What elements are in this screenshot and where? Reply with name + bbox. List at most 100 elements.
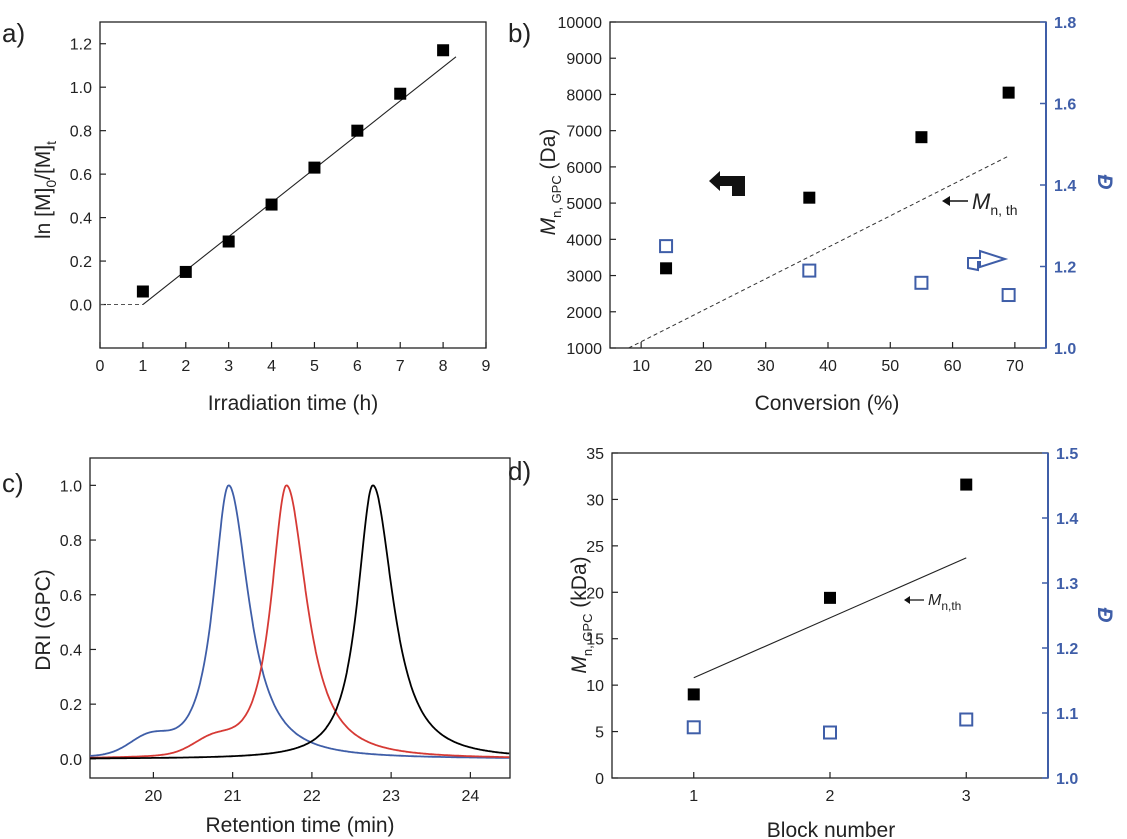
panel-b-annotation-mn-th: Mn, th bbox=[972, 189, 1018, 218]
panel-label-c: c) bbox=[2, 468, 24, 498]
panel-b-y-tick-label: 5000 bbox=[566, 196, 602, 213]
panel-a-data-point bbox=[351, 124, 364, 137]
panel-d-mn-point bbox=[824, 591, 836, 604]
panel-d-y-title-sub: n, GPC bbox=[580, 614, 595, 657]
panel-a-x-tick-label: 5 bbox=[310, 358, 319, 375]
panel-b-theory-line bbox=[628, 155, 1009, 349]
panel-a-data-point bbox=[136, 285, 149, 298]
panel-d-theory-line bbox=[693, 557, 967, 679]
panel-b-y-tick-label: 8000 bbox=[566, 87, 602, 104]
panel-b-dispersity-point bbox=[802, 263, 817, 278]
panel-b-y-tick-label: 7000 bbox=[566, 124, 602, 141]
panel-b-annot-sub: n, th bbox=[990, 202, 1017, 218]
panel-d-y-tick-label: 20 bbox=[586, 585, 604, 602]
panel-d-y-tick-label: 35 bbox=[586, 446, 604, 463]
panel-c-x-axis-title: Retention time (min) bbox=[205, 814, 394, 837]
panel-a-x-tick-label: 6 bbox=[353, 358, 362, 375]
panel-b-mn-point bbox=[660, 262, 673, 275]
panel-c-y-tick-label: 0.8 bbox=[60, 533, 82, 550]
panel-c-y-tick-label: 0.2 bbox=[60, 697, 82, 714]
panel-a-data-point bbox=[222, 235, 235, 248]
panel-b-y-tick-label: 6000 bbox=[566, 160, 602, 177]
panel-b-y-tick-label: 2000 bbox=[566, 305, 602, 322]
panel-c-trace-black bbox=[90, 484, 510, 760]
panel-d-x-tick-label: 2 bbox=[826, 788, 835, 805]
panel-a-y-tick-label: 0.2 bbox=[70, 254, 92, 271]
panel-label-b: b) bbox=[508, 18, 531, 48]
panel-b-right-axis-arrow bbox=[967, 249, 1009, 272]
panel-a-y-tick-label: 0.8 bbox=[70, 124, 92, 141]
panel-c-y-axis-title: DRI (GPC) bbox=[32, 569, 55, 671]
panel-b-dispersity-point bbox=[1001, 288, 1016, 303]
panel-c-x-tick-label: 22 bbox=[303, 788, 321, 805]
panel-b-frame bbox=[609, 21, 1047, 349]
panel-a-x-tick-label: 1 bbox=[138, 358, 147, 375]
panel-b-y-axis-title: Mn, GPC (Da) bbox=[537, 129, 564, 236]
panel-c-x-tick-label: 21 bbox=[224, 788, 242, 805]
panel-b-dispersity-point bbox=[659, 239, 674, 254]
panel-a-y-tick-label: 0.0 bbox=[70, 298, 92, 315]
panel-b-y-title-main: M bbox=[537, 217, 560, 235]
panel-b-mn-point bbox=[915, 131, 928, 144]
panel-b-annot-main: M bbox=[972, 189, 991, 214]
panel-d-annot-main: M bbox=[928, 592, 942, 609]
panel-d-y-title-unit: (kDa) bbox=[568, 556, 591, 613]
panel-d-dispersity-point bbox=[686, 720, 701, 735]
panel-d-right-tick-label: 1.4 bbox=[1056, 511, 1078, 528]
panel-b-y-tick-label: 4000 bbox=[566, 232, 602, 249]
panel-b-x-tick-label: 50 bbox=[881, 358, 899, 375]
panel-c-y-tick-label: 1.0 bbox=[60, 478, 82, 495]
panel-a-data-point bbox=[394, 87, 407, 100]
panel-b-x-tick-label: 10 bbox=[632, 358, 650, 375]
panel-label-d: d) bbox=[508, 456, 531, 486]
panel-a-y-tick-label: 1.2 bbox=[70, 37, 92, 54]
panel-d-y-tick-label: 0 bbox=[595, 771, 604, 788]
panel-d-annotation-mn-th: Mn,th bbox=[928, 592, 961, 613]
panel-b-dispersity-point bbox=[914, 275, 929, 290]
panel-a-y-tick-label: 0.4 bbox=[70, 211, 92, 228]
panel-a-x-axis-title: Irradiation time (h) bbox=[208, 392, 378, 415]
panel-a-x-tick-label: 8 bbox=[439, 358, 448, 375]
panel-a-y-axis-title: ln [M]0/[M]t bbox=[32, 141, 59, 239]
panel-a-x-tick-label: 7 bbox=[396, 358, 405, 375]
panel-d-mn-point bbox=[687, 688, 700, 701]
panel-d-mn-point bbox=[960, 478, 973, 491]
panel-b-x-tick-label: 60 bbox=[944, 358, 962, 375]
panel-b-y-title-sub: n, GPC bbox=[549, 175, 564, 218]
panel-b-x-tick-label: 70 bbox=[1006, 358, 1024, 375]
panel-d-right-tick-label: 1.5 bbox=[1056, 446, 1078, 463]
panel-b-y-tick-label: 10000 bbox=[558, 15, 603, 32]
panel-b-mn-point bbox=[803, 191, 816, 204]
panel-b-left-axis-arrow bbox=[709, 171, 745, 196]
panel-a-x-tick-label: 2 bbox=[181, 358, 190, 375]
panel-d-dispersity-point bbox=[959, 712, 974, 727]
panel-b-right-tick-label: 1.0 bbox=[1054, 341, 1076, 358]
panel-a-x-tick-label: 9 bbox=[482, 358, 491, 375]
panel-b-y-title-unit: (Da) bbox=[537, 129, 560, 176]
panel-b-x-tick-label: 40 bbox=[819, 358, 837, 375]
panel-c-x-tick-label: 23 bbox=[382, 788, 400, 805]
panel-a-x-tick-label: 0 bbox=[96, 358, 105, 375]
panel-a-y-title-main: ln [M] bbox=[32, 188, 55, 239]
panel-a-data-point bbox=[437, 44, 450, 57]
panel-a-y-tick-label: 1.0 bbox=[70, 80, 92, 97]
panel-a-frame bbox=[99, 21, 487, 349]
panel-a-data-point bbox=[179, 265, 192, 278]
panel-d-y-tick-label: 25 bbox=[586, 539, 604, 556]
panel-b-mn-point bbox=[1002, 86, 1015, 99]
panel-d-right-tick-label: 1.1 bbox=[1056, 706, 1078, 723]
panel-d-dispersity-point bbox=[823, 725, 837, 740]
panel-a-y-title-sub1: t bbox=[43, 141, 59, 145]
panel-d-right-axis-title: Đ bbox=[1093, 607, 1116, 622]
panel-b-right-axis-title: Đ bbox=[1093, 174, 1116, 189]
panel-b-right-tick-label: 1.4 bbox=[1054, 178, 1076, 195]
panel-d-right-tick-label: 1.3 bbox=[1056, 576, 1078, 593]
panel-d-y-tick-label: 15 bbox=[586, 632, 604, 649]
panel-b-right-tick-label: 1.2 bbox=[1054, 260, 1076, 277]
panel-b-x-axis-title: Conversion (%) bbox=[755, 392, 900, 415]
panel-a-data-point bbox=[265, 198, 278, 211]
panel-d-annotation-arrow-head bbox=[904, 596, 910, 604]
panel-c-y-tick-label: 0.4 bbox=[60, 642, 82, 659]
panel-d-x-tick-label: 1 bbox=[689, 788, 698, 805]
